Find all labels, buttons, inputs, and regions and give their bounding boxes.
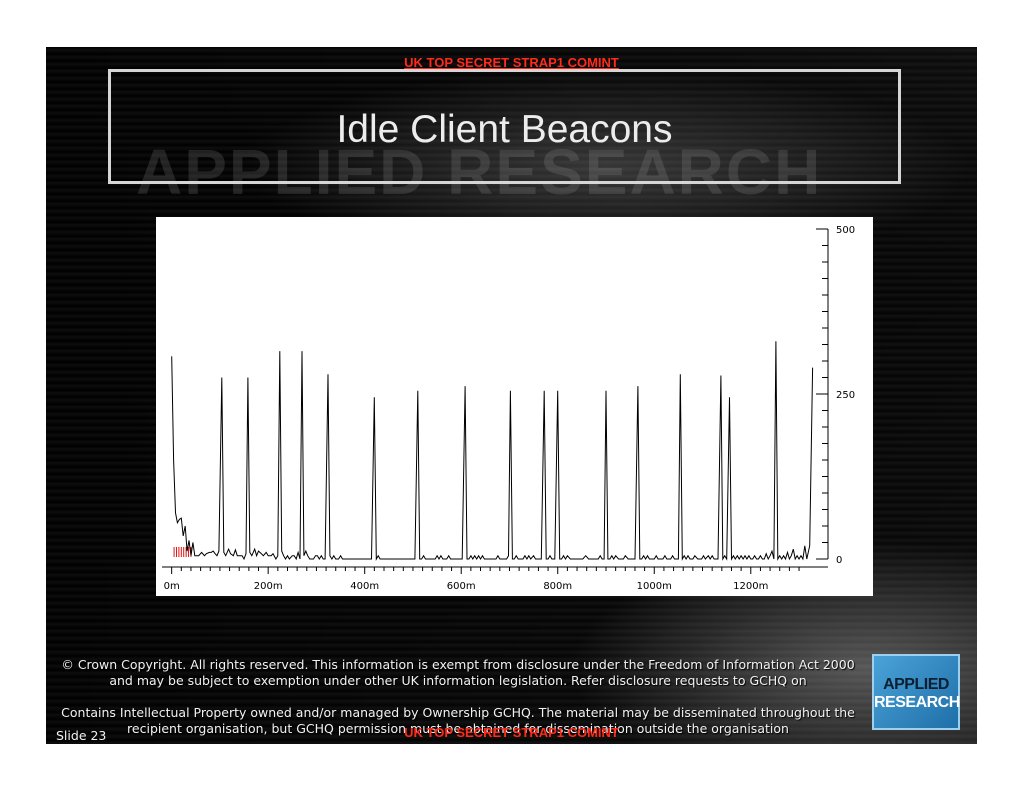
chart-svg: 0m 200m 400m 600m 800m 1000m 1200m 0 250 500 (162, 225, 855, 592)
title-frame: Idle Client Beacons (108, 69, 901, 184)
x-tick-label: 600m (447, 581, 476, 592)
y-tick-label: 0 (836, 555, 842, 566)
y-tick-label: 250 (836, 390, 855, 401)
classification-banner-top: UK TOP SECRET STRAP1 COMINT (404, 55, 619, 70)
x-tick-label: 800m (543, 581, 572, 592)
x-tick-label: 1000m (637, 581, 672, 592)
copyright-paragraph-1: © Crown Copyright. All rights reserved. … (61, 657, 855, 688)
x-tick-label: 0m (164, 581, 180, 592)
beacon-trace-line (171, 341, 814, 561)
beacon-timeline-chart: 0m 200m 400m 600m 800m 1000m 1200m 0 250 500 (156, 217, 873, 596)
slide-number: Slide 23 (56, 728, 107, 743)
x-tick-label: 200m (254, 581, 283, 592)
classification-banner-bottom: UK TOP SECRET STRAP1 COMINT (404, 725, 619, 740)
logo-line-1: APPLIED (883, 676, 949, 693)
copyright-paragraph-2: Contains Intellectual Property owned and… (61, 705, 855, 736)
x-tick-label: 400m (350, 581, 379, 592)
logo-line-2: RESEARCH (874, 694, 960, 711)
copyright-notice: © Crown Copyright. All rights reserved. … (58, 657, 858, 744)
watermark-text: APPLIED RESEARCH (136, 136, 823, 208)
slide-background: APPLIED RESEARCH UK TOP SECRET STRAP1 CO… (46, 47, 977, 744)
applied-research-logo: APPLIED RESEARCH (872, 654, 960, 730)
slide-title: Idle Client Beacons (336, 108, 673, 151)
y-tick-label: 500 (836, 225, 855, 236)
x-tick-label: 1200m (733, 581, 768, 592)
